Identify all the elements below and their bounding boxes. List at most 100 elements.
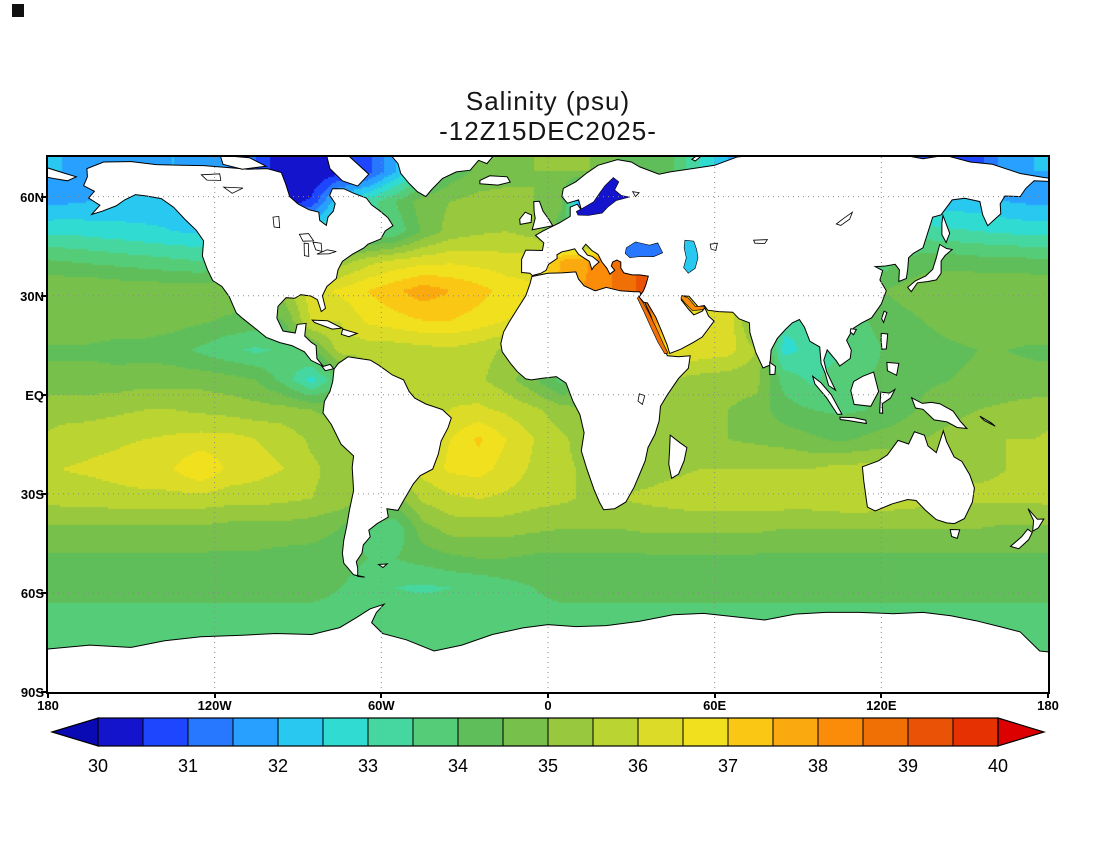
colorbar-arrow-over — [997, 717, 1047, 747]
colorbar-label-35: 35 — [538, 756, 558, 776]
australia-landmass — [861, 429, 975, 525]
lake-balkhash — [753, 239, 769, 244]
lat-label-30N: 30N — [20, 288, 44, 304]
colorbar-segment-13 — [682, 717, 729, 747]
lon-tick-120W-1 — [213, 692, 216, 698]
map-overlay-svg — [48, 157, 1048, 692]
caspian-sea — [683, 239, 699, 274]
lon-label-180-0: 180 — [37, 698, 59, 713]
plot-subtitle: -12Z15DEC2025- — [439, 116, 657, 146]
colorbar-label-40: 40 — [988, 756, 1008, 776]
lat-tick-90S — [41, 691, 48, 693]
lat-tick-60S — [41, 591, 48, 594]
africa-landmass — [500, 271, 691, 511]
colorbar-label-30: 30 — [88, 756, 108, 776]
lake-baikal — [835, 211, 854, 226]
lon-tick-60W-2 — [380, 692, 383, 698]
hainan-landmass — [849, 328, 858, 336]
lat-tick-EQ — [41, 393, 48, 396]
lon-label-120W-1: 120W — [197, 698, 232, 713]
colorbar-segment-4 — [277, 717, 324, 747]
mindanao-landmass — [886, 361, 900, 377]
colorbar-label-34: 34 — [448, 756, 468, 776]
aral-sea — [709, 242, 718, 252]
cuba-landmass — [311, 319, 344, 330]
lat-label-30S: 30S — [20, 486, 44, 502]
lake-huron — [312, 241, 323, 253]
colorbar-label-36: 36 — [628, 756, 648, 776]
colorbar-segment-14 — [727, 717, 774, 747]
colorbar-segment-19 — [952, 717, 999, 747]
colorbar-label-32: 32 — [268, 756, 288, 776]
new-zealand-south-landmass — [1009, 528, 1033, 550]
colorbar-label-39: 39 — [898, 756, 918, 776]
colorbar-segment-10 — [547, 717, 594, 747]
chukotka-landmass — [48, 167, 78, 182]
tasmania-landmass — [949, 528, 961, 540]
falkland-islands-landmass — [377, 563, 389, 569]
colorbar-segment-7 — [412, 717, 459, 747]
colorbar-arrow-under — [49, 717, 99, 747]
colorbar-segment-11 — [592, 717, 639, 747]
lon-tick-60E-4 — [713, 692, 716, 698]
taiwan-landmass — [881, 310, 888, 324]
lat-label-EQ: EQ — [25, 387, 44, 403]
sulawesi-landmass — [879, 388, 897, 414]
new-zealand-north-landmass — [1027, 508, 1045, 533]
colorbar-segment-1 — [142, 717, 189, 747]
corner-mark — [12, 4, 24, 17]
colorbar-segment-17 — [862, 717, 909, 747]
great-slave-lake — [222, 186, 244, 194]
colorbar-segment-5 — [322, 717, 369, 747]
colorbar-label-33: 33 — [358, 756, 378, 776]
plot-title: Salinity (psu) — [465, 86, 631, 116]
lon-tick-180-0 — [47, 692, 49, 698]
lake-erie-ontario — [316, 249, 337, 255]
lat-label-60S: 60S — [20, 585, 44, 601]
greenland-landmass — [391, 157, 494, 198]
south-america-landmass — [322, 356, 452, 578]
great-bear-lake — [200, 173, 222, 181]
lake-victoria — [637, 393, 646, 406]
lon-label-0-3: 0 — [544, 698, 552, 713]
sumatra-landmass — [811, 374, 843, 415]
colorbar-outline — [97, 717, 999, 747]
colorbar-segment-0 — [97, 717, 144, 747]
solomon-islands-landmass — [979, 415, 996, 427]
lon-tick-120E-5 — [880, 692, 883, 698]
black-sea — [624, 241, 664, 259]
eurasia-landmass — [521, 157, 1048, 392]
colorbar-wrap: 30 31 32 33 34 35 36 37 38 39 40 — [48, 714, 1048, 786]
victoria-island-landmass — [220, 157, 268, 170]
colorbar-segment-9 — [502, 717, 549, 747]
lon-label-120E-5: 120E — [866, 698, 897, 713]
new-guinea-landmass — [910, 396, 969, 430]
lon-label-60E-4: 60E — [703, 698, 727, 713]
colorbar-label-37: 37 — [718, 756, 738, 776]
north-america-landmass — [82, 161, 394, 372]
lon-tick-0-3 — [547, 692, 549, 698]
lake-michigan — [303, 242, 310, 257]
colorbar-segment-12 — [637, 717, 684, 747]
novaya-zemlya-landmass — [690, 157, 701, 162]
colorbar-segment-18 — [907, 717, 954, 747]
lat-label-60N: 60N — [20, 189, 44, 205]
iceland-landmass — [479, 175, 511, 186]
sakhalin-landmass — [941, 213, 951, 244]
ireland-landmass — [519, 211, 533, 225]
map-plot-area — [48, 157, 1048, 692]
great-britain-landmass — [531, 200, 554, 231]
colorbar-segment-6 — [367, 717, 414, 747]
colorbar-label-31: 31 — [178, 756, 198, 776]
colorbar-segment-8 — [457, 717, 504, 747]
red-sea — [637, 295, 669, 355]
colorbar-label-38: 38 — [808, 756, 828, 776]
antarctica-landmass — [48, 603, 1048, 692]
colorbar-segment-2 — [187, 717, 234, 747]
java-landmass — [839, 416, 867, 425]
lat-tick-30N — [41, 294, 48, 297]
colorbar-segment-15 — [772, 717, 819, 747]
colorbar-svg: 30 31 32 33 34 35 36 37 38 39 40 — [49, 717, 1047, 776]
luzon-landmass — [880, 332, 889, 350]
lon-label-60W-2: 60W — [367, 698, 395, 713]
